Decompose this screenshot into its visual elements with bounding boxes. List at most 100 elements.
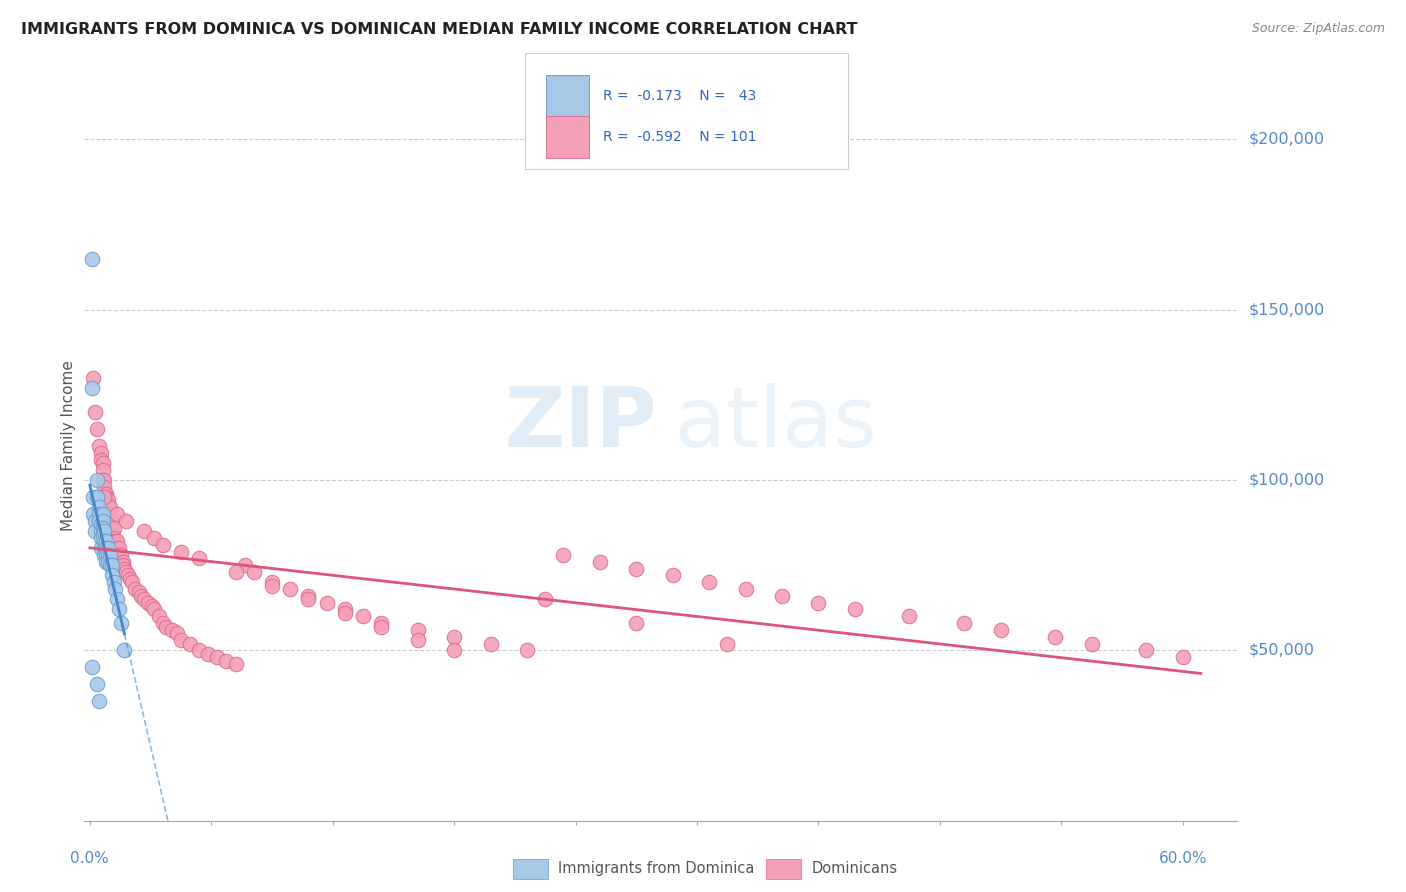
Point xyxy=(96,534,118,549)
Point xyxy=(333,602,356,616)
Point xyxy=(82,371,104,385)
Point xyxy=(207,650,229,665)
Point xyxy=(152,616,174,631)
Point xyxy=(97,500,120,515)
Point xyxy=(1171,650,1194,665)
Point xyxy=(97,507,120,521)
Point xyxy=(91,463,114,477)
Point xyxy=(278,582,301,596)
Point xyxy=(990,623,1012,637)
Point xyxy=(100,514,122,528)
Point xyxy=(770,589,793,603)
Text: $150,000: $150,000 xyxy=(1249,302,1324,318)
Point xyxy=(553,548,575,562)
Point xyxy=(90,524,112,538)
Point xyxy=(626,616,648,631)
FancyBboxPatch shape xyxy=(546,116,589,158)
Point xyxy=(105,541,128,556)
Point xyxy=(86,422,108,436)
Text: $200,000: $200,000 xyxy=(1249,132,1324,147)
Point xyxy=(406,623,429,637)
Point xyxy=(111,558,134,573)
Point xyxy=(166,626,188,640)
Point xyxy=(91,473,114,487)
Point xyxy=(103,575,125,590)
Point xyxy=(84,514,107,528)
Point xyxy=(260,575,283,590)
Point xyxy=(128,585,150,599)
Point xyxy=(91,456,114,470)
Point xyxy=(188,643,211,657)
Point xyxy=(260,579,283,593)
Point xyxy=(93,480,115,494)
Text: Dominicans: Dominicans xyxy=(811,862,897,876)
Text: IMMIGRANTS FROM DOMINICA VS DOMINICAN MEDIAN FAMILY INCOME CORRELATION CHART: IMMIGRANTS FROM DOMINICA VS DOMINICAN ME… xyxy=(21,22,858,37)
Point xyxy=(86,677,108,691)
Text: $50,000: $50,000 xyxy=(1249,643,1315,657)
Point xyxy=(96,555,118,569)
Point xyxy=(148,609,170,624)
Point xyxy=(96,490,118,504)
Point xyxy=(105,534,128,549)
Point xyxy=(215,654,238,668)
Point xyxy=(87,500,110,515)
Point xyxy=(105,507,128,521)
Point xyxy=(87,439,110,453)
Point xyxy=(589,555,612,569)
Point xyxy=(104,534,127,549)
Point xyxy=(98,500,121,515)
Point xyxy=(96,541,118,556)
Point xyxy=(100,568,122,582)
Point xyxy=(953,616,976,631)
Point xyxy=(100,524,122,538)
Point xyxy=(86,473,108,487)
Point xyxy=(93,473,115,487)
Text: R =  -0.592    N = 101: R = -0.592 N = 101 xyxy=(603,130,756,145)
Point xyxy=(97,493,120,508)
Point xyxy=(108,541,131,556)
Point xyxy=(516,643,538,657)
Point xyxy=(370,616,392,631)
Point xyxy=(134,524,156,538)
Point xyxy=(170,544,193,558)
Point xyxy=(225,657,247,671)
Point xyxy=(807,596,830,610)
Point xyxy=(97,555,120,569)
Point xyxy=(155,619,177,633)
Point xyxy=(479,636,502,650)
Point xyxy=(96,548,118,562)
Point xyxy=(534,592,557,607)
Point xyxy=(352,609,374,624)
Point xyxy=(90,446,112,460)
Point xyxy=(117,568,139,582)
Point xyxy=(121,575,143,590)
Point xyxy=(242,565,264,579)
Point xyxy=(91,527,114,541)
Point xyxy=(93,541,115,556)
Point xyxy=(112,561,135,575)
Point xyxy=(105,592,128,607)
Text: 0.0%: 0.0% xyxy=(70,851,110,866)
Point xyxy=(82,490,104,504)
Point xyxy=(115,565,138,579)
Point xyxy=(661,568,683,582)
Point xyxy=(697,575,720,590)
Point xyxy=(844,602,866,616)
Text: ZIP: ZIP xyxy=(503,383,657,464)
Text: Immigrants from Dominica: Immigrants from Dominica xyxy=(558,862,755,876)
Point xyxy=(90,531,112,545)
Point xyxy=(142,531,165,545)
Point xyxy=(136,596,159,610)
Point xyxy=(108,602,131,616)
Point xyxy=(84,405,107,419)
Point xyxy=(82,507,104,521)
Point xyxy=(93,548,115,562)
Point xyxy=(898,609,921,624)
Point xyxy=(97,548,120,562)
Point xyxy=(98,558,121,573)
Point xyxy=(197,647,219,661)
Text: $100,000: $100,000 xyxy=(1249,473,1324,488)
Point xyxy=(297,592,319,607)
Text: R =  -0.173    N =   43: R = -0.173 N = 43 xyxy=(603,89,756,103)
Point xyxy=(152,538,174,552)
